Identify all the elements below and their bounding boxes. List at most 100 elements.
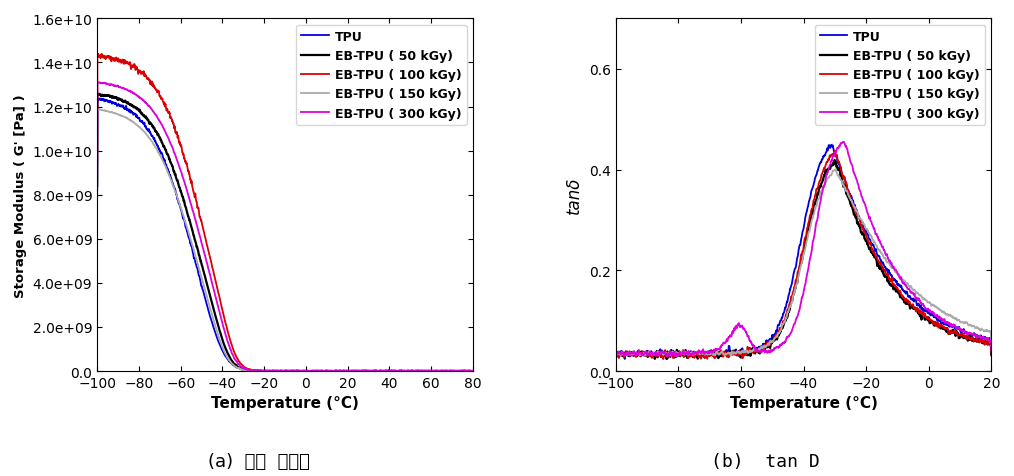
EB-TPU ( 100 kGy) [92,52,104,58]
X-axis label: Temperature (°C): Temperature (°C) [211,396,359,411]
TPU [736,346,748,352]
EB-TPU ( 150 kGy) [93,108,105,113]
EB-TPU ( 150 kGy) [348,368,360,374]
EB-TPU ( 50 kGy) [466,368,479,374]
Line: EB-TPU ( 300 kGy): EB-TPU ( 300 kGy) [97,83,473,371]
EB-TPU ( 150 kGy) [91,194,103,200]
EB-TPU ( 300 kGy) [659,350,671,356]
EB-TPU ( 300 kGy) [773,345,785,350]
EB-TPU ( 150 kGy) [807,215,819,220]
EB-TPU ( 300 kGy) [466,368,479,374]
EB-TPU ( 50 kGy) [244,368,257,374]
EB-TPU ( 50 kGy) [232,365,244,370]
EB-TPU ( 300 kGy) [838,139,850,145]
EB-TPU ( 300 kGy) [815,197,827,203]
EB-TPU ( 150 kGy) [659,351,671,357]
EB-TPU ( 150 kGy) [232,366,244,371]
TPU [609,355,622,361]
Line: EB-TPU ( 300 kGy): EB-TPU ( 300 kGy) [615,142,992,359]
EB-TPU ( 100 kGy) [736,355,748,360]
EB-TPU ( 100 kGy) [773,329,785,335]
EB-TPU ( 50 kGy) [609,357,622,363]
EB-TPU ( 100 kGy) [828,149,841,154]
Line: EB-TPU ( 150 kGy): EB-TPU ( 150 kGy) [97,110,473,371]
TPU [825,143,838,149]
EB-TPU ( 300 kGy) [673,352,685,358]
EB-TPU ( 50 kGy) [91,184,103,189]
EB-TPU ( 300 kGy) [91,177,103,182]
Line: EB-TPU ( 50 kGy): EB-TPU ( 50 kGy) [97,95,473,371]
EB-TPU ( 300 kGy) [348,368,360,374]
TPU [660,352,672,358]
EB-TPU ( 300 kGy) [244,367,257,373]
EB-TPU ( 300 kGy) [257,368,269,374]
EB-TPU ( 100 kGy) [91,159,103,165]
EB-TPU ( 300 kGy) [232,361,244,367]
EB-TPU ( 150 kGy) [609,358,622,364]
EB-TPU ( 50 kGy) [246,368,259,374]
X-axis label: Temperature (°C): Temperature (°C) [729,396,877,411]
TPU [93,96,105,102]
EB-TPU ( 50 kGy) [807,209,819,215]
Line: EB-TPU ( 100 kGy): EB-TPU ( 100 kGy) [97,55,473,371]
EB-TPU ( 150 kGy) [736,348,748,354]
EB-TPU ( 300 kGy) [807,238,819,244]
TPU [232,365,244,371]
EB-TPU ( 100 kGy) [609,358,622,364]
EB-TPU ( 50 kGy) [659,350,671,356]
TPU [773,322,785,328]
EB-TPU ( 100 kGy) [348,368,360,374]
EB-TPU ( 150 kGy) [244,368,257,374]
EB-TPU ( 50 kGy) [773,333,785,339]
EB-TPU ( 50 kGy) [986,353,998,358]
EB-TPU ( 100 kGy) [258,368,270,374]
Line: EB-TPU ( 100 kGy): EB-TPU ( 100 kGy) [615,151,992,361]
Y-axis label: Storage Modulus ( G' [Pa] ): Storage Modulus ( G' [Pa] ) [14,94,27,297]
EB-TPU ( 100 kGy) [171,136,184,141]
TPU [113,103,125,109]
EB-TPU ( 150 kGy) [986,343,998,349]
TPU [244,368,257,374]
EB-TPU ( 300 kGy) [609,357,622,362]
EB-TPU ( 300 kGy) [171,159,184,165]
EB-TPU ( 100 kGy) [673,353,685,358]
EB-TPU ( 100 kGy) [807,201,819,207]
Text: (a)  저장  탄성율: (a) 저장 탄성율 [208,453,309,470]
EB-TPU ( 150 kGy) [829,167,842,173]
EB-TPU ( 50 kGy) [815,184,827,189]
Text: (b)  tan D: (b) tan D [711,453,820,470]
EB-TPU ( 50 kGy) [113,97,125,102]
EB-TPU ( 100 kGy) [244,367,257,373]
EB-TPU ( 50 kGy) [252,368,265,374]
TPU [246,368,259,374]
EB-TPU ( 150 kGy) [246,368,259,374]
Legend: TPU, EB-TPU ( 50 kGy), EB-TPU ( 100 kGy), EB-TPU ( 150 kGy), EB-TPU ( 300 kGy): TPU, EB-TPU ( 50 kGy), EB-TPU ( 100 kGy)… [296,26,466,125]
TPU [466,368,479,374]
EB-TPU ( 150 kGy) [815,190,827,196]
EB-TPU ( 150 kGy) [673,352,685,358]
Line: TPU: TPU [615,146,992,359]
TPU [986,348,998,354]
EB-TPU ( 100 kGy) [232,357,244,363]
TPU [619,357,631,362]
EB-TPU ( 100 kGy) [659,350,671,356]
EB-TPU ( 50 kGy) [828,158,841,163]
EB-TPU ( 150 kGy) [248,368,261,374]
TPU [815,160,827,166]
TPU [171,197,184,203]
EB-TPU ( 150 kGy) [171,196,184,201]
EB-TPU ( 150 kGy) [466,368,479,374]
Line: EB-TPU ( 50 kGy): EB-TPU ( 50 kGy) [615,160,992,360]
EB-TPU ( 300 kGy) [246,368,259,374]
TPU [263,368,275,374]
EB-TPU ( 300 kGy) [986,348,998,354]
EB-TPU ( 50 kGy) [348,368,360,374]
EB-TPU ( 100 kGy) [246,367,259,373]
Line: TPU: TPU [97,99,473,371]
EB-TPU ( 50 kGy) [736,352,748,358]
TPU [91,188,103,193]
TPU [348,368,360,374]
EB-TPU ( 50 kGy) [171,178,184,184]
Legend: TPU, EB-TPU ( 50 kGy), EB-TPU ( 100 kGy), EB-TPU ( 150 kGy), EB-TPU ( 300 kGy): TPU, EB-TPU ( 50 kGy), EB-TPU ( 100 kGy)… [814,26,986,125]
EB-TPU ( 300 kGy) [93,80,105,86]
